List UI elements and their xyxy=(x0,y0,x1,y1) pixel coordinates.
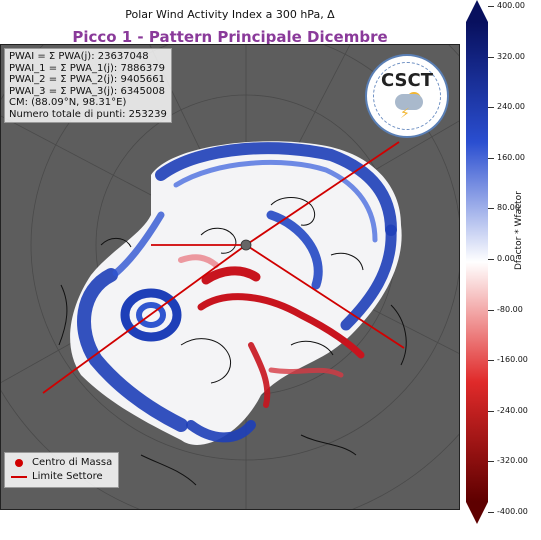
colorbar-tick-label: -400.00 xyxy=(497,507,528,516)
lightning-icon: ⚡ xyxy=(400,106,410,122)
colorbar-tick xyxy=(488,157,494,159)
colorbar-tick xyxy=(488,259,494,260)
colorbar-label: Dfactor * Wfactor xyxy=(514,191,524,270)
stat-line: CM: (88.09°N, 98.31°E) xyxy=(9,97,127,108)
legend-item-mass-center: Centro di Massa xyxy=(11,456,112,470)
colorbar-min-arrow xyxy=(466,502,488,524)
chart-title: Polar Wind Activity Index a 300 hPa, Δ xyxy=(125,8,335,21)
logo-text: CSCT xyxy=(381,70,433,91)
mass-center-swatch xyxy=(15,459,23,467)
legend-label: Centro di Massa xyxy=(32,457,113,468)
stat-line: Numero totale di punti: 253239 xyxy=(9,108,167,120)
legend-label: Limite Settore xyxy=(32,471,103,482)
colorbar-tick xyxy=(488,512,494,513)
colorbar-tick-label: 80.00 xyxy=(497,203,520,213)
colorbar-max-arrow xyxy=(466,0,488,22)
map-legend: Centro di Massa Limite Settore xyxy=(4,452,120,488)
csct-logo: CSCT ⚡ xyxy=(365,54,449,138)
sector-lines xyxy=(42,141,405,394)
stats-box: PWAI = Σ PWA(j): 23637048 PWAI_1 = Σ PWA… xyxy=(4,48,172,123)
colorbar-tick xyxy=(488,461,494,463)
negative-anomaly xyxy=(178,254,365,408)
colorbar-tick xyxy=(488,107,494,109)
colorbar-tick xyxy=(488,6,494,7)
colorbar-tick-label: -240.00 xyxy=(497,405,528,415)
positive-anomaly xyxy=(77,142,397,443)
field-region xyxy=(70,141,402,445)
map-canvas xyxy=(1,45,459,509)
coastlines xyxy=(58,197,407,486)
mass-center-marker xyxy=(240,239,252,251)
stat-line: PWAI_1 = Σ PWA_1(j): 7886379 xyxy=(9,62,165,74)
colorbar xyxy=(466,0,488,524)
colorbar-tick xyxy=(488,309,494,311)
colorbar-tick-label: -80.00 xyxy=(497,304,523,314)
colorbar-tick xyxy=(488,410,494,412)
colorbar-tick-label: 320.00 xyxy=(497,51,525,61)
colorbar-tick-label: 240.00 xyxy=(497,102,525,112)
colorbar-tick-label: -320.00 xyxy=(497,456,528,466)
colorbar-tick-label: -160.00 xyxy=(497,355,528,365)
colorbar-gradient xyxy=(466,22,488,502)
logo-ring xyxy=(373,62,441,130)
colorbar-tick-label: 0.00 xyxy=(497,254,515,263)
colorbar-tick xyxy=(488,208,494,210)
stat-line: PWAI_2 = Σ PWA_2(j): 9405661 xyxy=(9,74,165,85)
chart-subtitle: Picco 1 - Pattern Principale Dicembre xyxy=(72,28,388,46)
colorbar-tick-label: 160.00 xyxy=(497,152,525,162)
sector-line-swatch xyxy=(11,476,27,478)
colorbar-tick xyxy=(488,360,494,362)
stat-line: PWAI_3 = Σ PWA_3(j): 6345008 xyxy=(9,85,165,97)
colorbar-tick xyxy=(488,56,494,58)
cloud-icon xyxy=(395,94,423,110)
colorbar-tick-label: 400.00 xyxy=(497,1,525,10)
legend-item-sector-limit: Limite Settore xyxy=(11,470,112,484)
stat-line: PWAI = Σ PWA(j): 23637048 xyxy=(9,51,149,62)
